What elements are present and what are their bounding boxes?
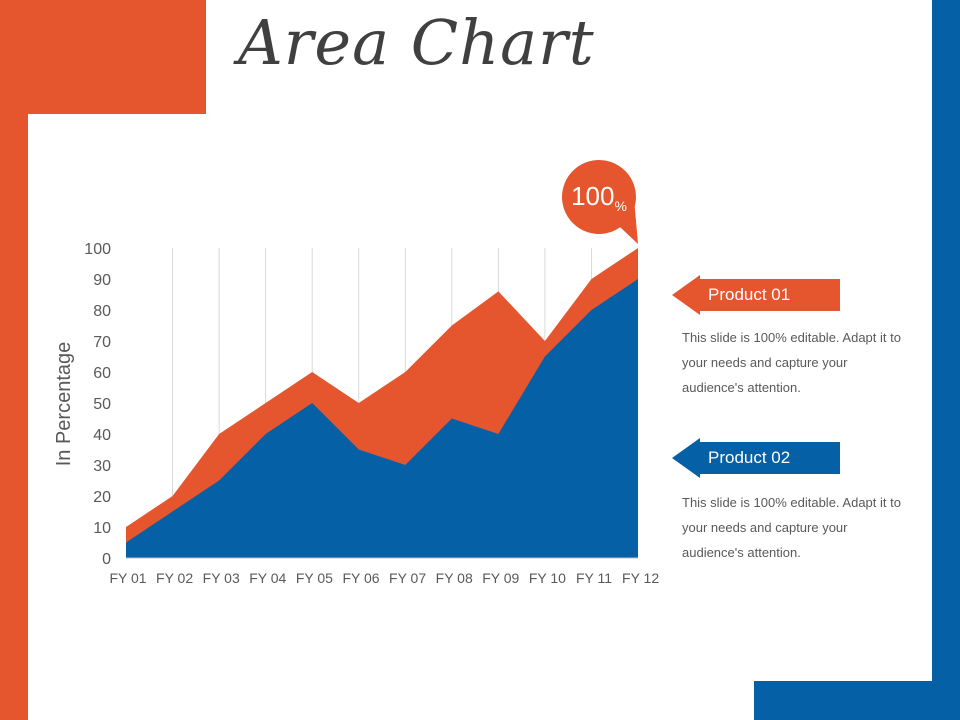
callout-bubble bbox=[562, 159, 638, 244]
x-tick-label: FY 03 bbox=[203, 570, 240, 586]
x-tick-label: FY 12 bbox=[622, 570, 659, 586]
x-tick-label: FY 01 bbox=[109, 570, 146, 586]
peak-callout: 100% bbox=[562, 159, 638, 244]
y-tick-label: 30 bbox=[93, 458, 111, 475]
x-tick-label: FY 09 bbox=[482, 570, 519, 586]
x-tick-label: FY 10 bbox=[529, 570, 566, 586]
chart-axes: 0 10 20 30 40 50 60 70 80 90 100 FY 01 FY 02 FY 03 FY … bbox=[53, 241, 659, 586]
legend-description-product-02: This slide is 100% editable. Adapt it to… bbox=[682, 495, 901, 560]
x-tick-label: FY 06 bbox=[342, 570, 379, 586]
chart-areas bbox=[126, 248, 638, 558]
legend-product-01: Product 01 bbox=[672, 275, 840, 315]
decor-blue-block-bottom bbox=[754, 681, 960, 720]
x-tick-label: FY 07 bbox=[389, 570, 426, 586]
y-tick-label: 60 bbox=[93, 365, 111, 382]
y-tick-label: 70 bbox=[93, 334, 111, 351]
y-tick-label: 10 bbox=[93, 520, 111, 537]
decor-orange-bar-left bbox=[0, 0, 28, 720]
area-series-2 bbox=[126, 279, 638, 558]
y-tick-label: 40 bbox=[93, 427, 111, 444]
legend-label-product-02: Product 02 bbox=[708, 448, 791, 467]
y-tick-label: 100 bbox=[84, 241, 111, 258]
y-tick-label: 90 bbox=[93, 272, 111, 289]
x-tick-label: FY 02 bbox=[156, 570, 193, 586]
decor-orange-block-top bbox=[0, 0, 206, 114]
y-tick-label: 50 bbox=[93, 396, 111, 413]
callout-value: 100 bbox=[571, 181, 614, 211]
decor-blue-bar-right bbox=[932, 0, 960, 720]
x-tick-label: FY 05 bbox=[296, 570, 333, 586]
x-tick-label: FY 04 bbox=[249, 570, 286, 586]
page-title: Area Chart bbox=[238, 6, 595, 79]
x-tick-label: FY 08 bbox=[436, 570, 473, 586]
legend-product-02: Product 02 bbox=[672, 438, 840, 478]
callout-unit: % bbox=[614, 198, 626, 214]
legend-arrow-orange bbox=[672, 275, 840, 315]
y-tick-label: 0 bbox=[102, 551, 111, 568]
y-tick-label: 80 bbox=[93, 303, 111, 320]
x-tick-label: FY 11 bbox=[576, 570, 612, 586]
legend-label-product-01: Product 01 bbox=[708, 285, 791, 304]
y-tick-label: 20 bbox=[93, 489, 111, 506]
legend-description-product-01: This slide is 100% editable. Adapt it to… bbox=[682, 330, 901, 395]
callout-text: 100% bbox=[571, 181, 627, 214]
legend-arrow-blue bbox=[672, 438, 840, 478]
y-axis-label: In Percentage bbox=[53, 342, 75, 467]
